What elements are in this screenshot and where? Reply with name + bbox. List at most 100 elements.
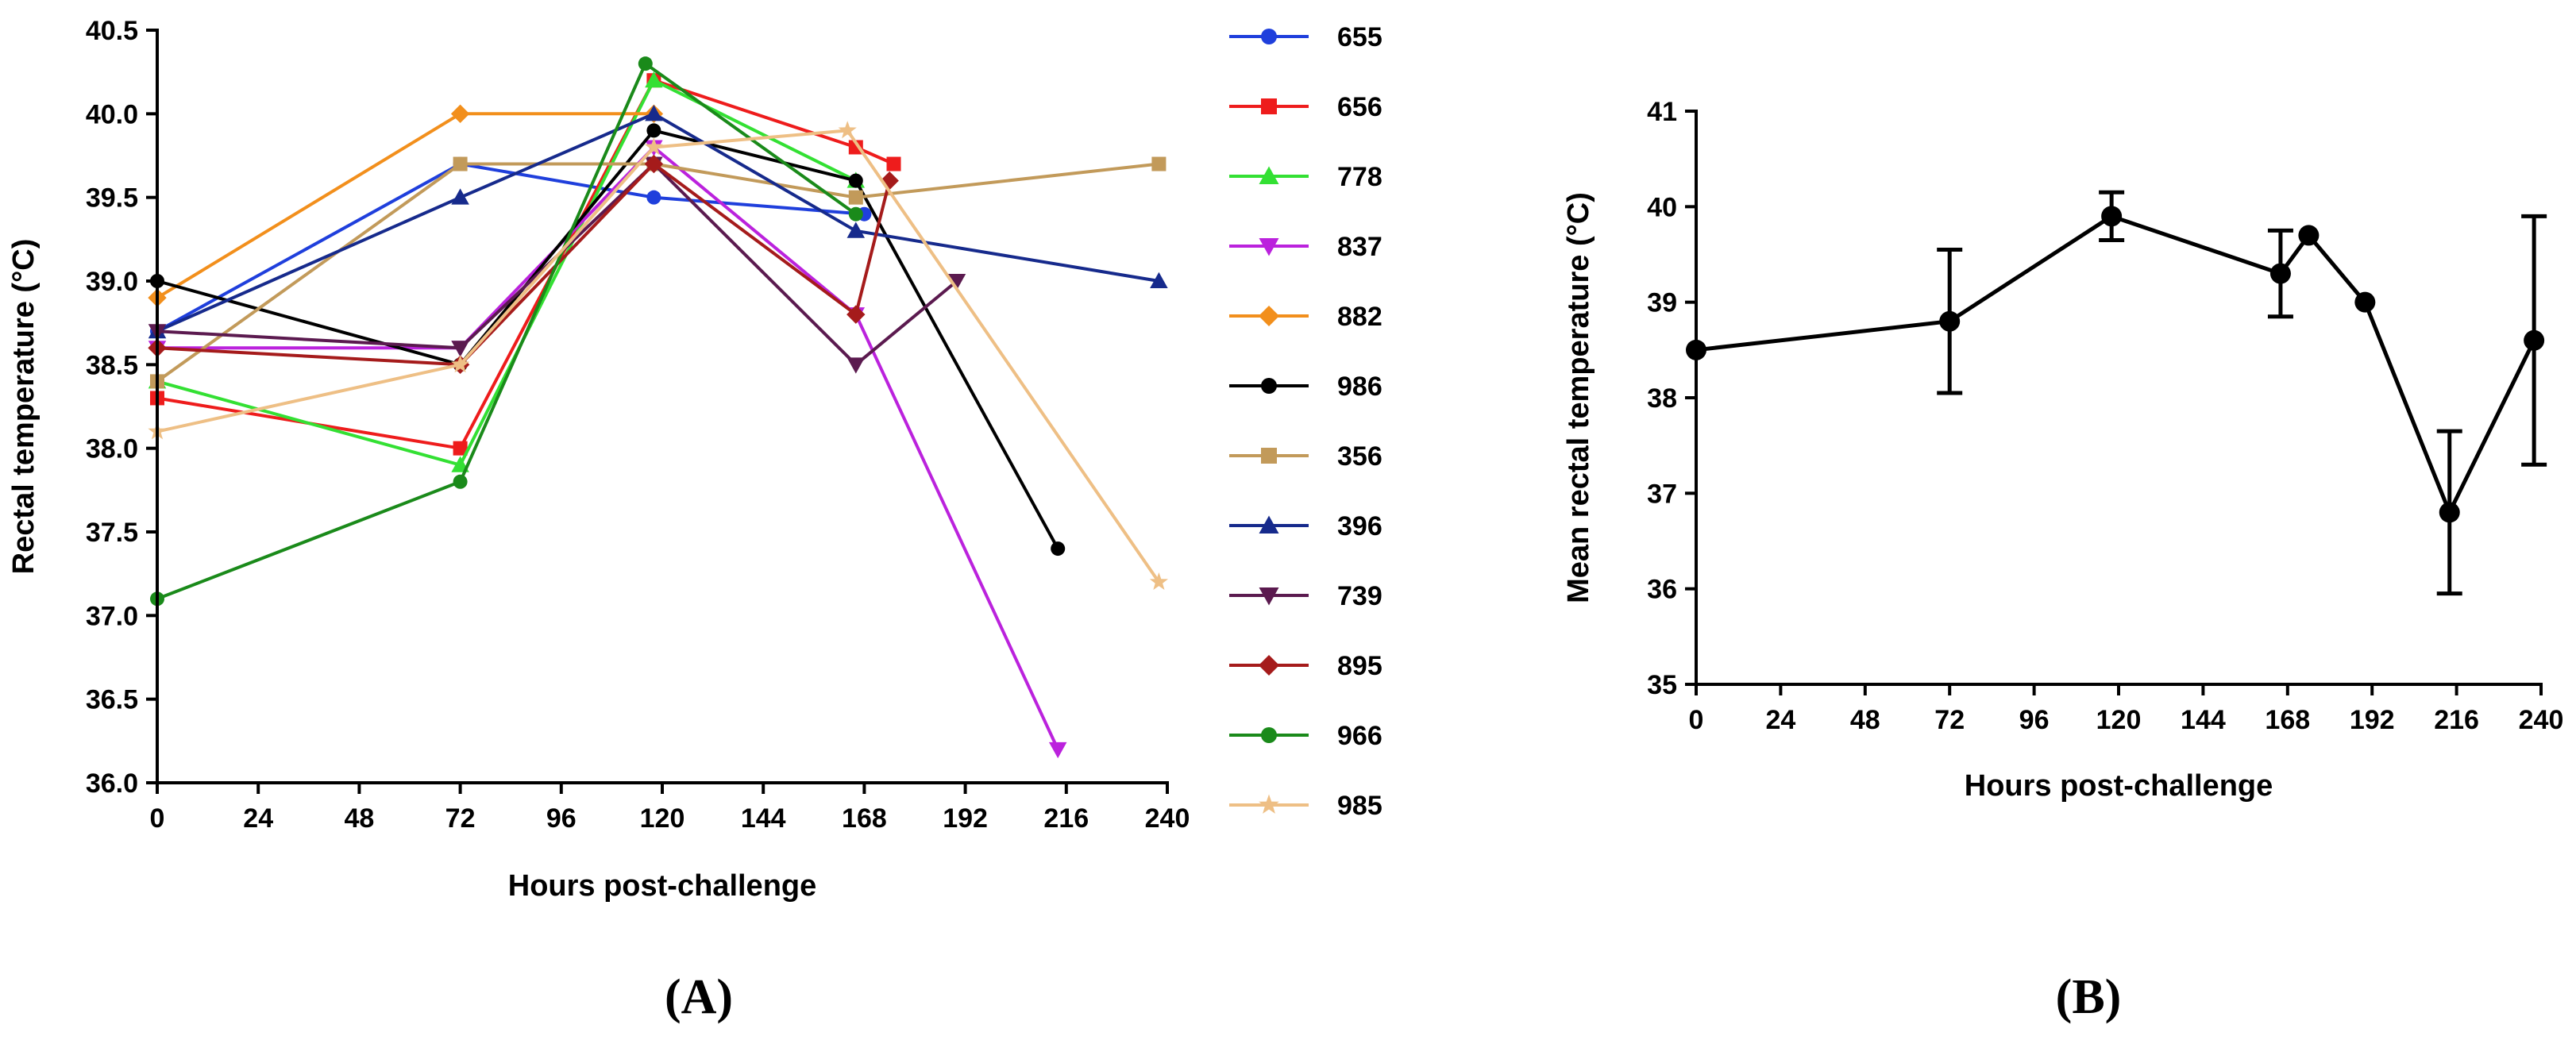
- legend-marker: [1261, 727, 1277, 743]
- a-y-tick-label: 40.5: [86, 16, 138, 46]
- b-y-tick-label: 38: [1647, 383, 1677, 414]
- panel-a-series-group: [148, 56, 1168, 759]
- series-739-point: [451, 341, 469, 357]
- series-mean-line: [1695, 214, 2536, 514]
- legend-marker: [1261, 98, 1277, 114]
- series-396-point: [846, 221, 866, 238]
- legend-item-356: 356: [1229, 441, 1382, 472]
- legend-item-986: 986: [1229, 372, 1382, 402]
- a-x-tick-label: 240: [1145, 803, 1190, 834]
- b-x-tick-label: 0: [1689, 705, 1704, 735]
- legend-marker: [1259, 306, 1279, 326]
- a-y-tick-label: 36.5: [86, 685, 138, 715]
- series-656-point: [886, 156, 901, 171]
- b-x-tick-label: 120: [2096, 705, 2142, 735]
- a-x-tick-label: 0: [150, 803, 165, 834]
- b-y-tick-label: 39: [1647, 288, 1677, 318]
- series-882-line: [156, 112, 654, 299]
- b-y-tick-label: 37: [1647, 479, 1677, 509]
- series-mean-point: [1939, 310, 1961, 332]
- series-mean-point: [2439, 502, 2460, 523]
- series-mean-point: [2269, 263, 2291, 284]
- series-356-point: [848, 190, 863, 205]
- legend-marker: [1259, 238, 1279, 256]
- series-739-point: [947, 274, 966, 291]
- b-x-tick-label: 216: [2434, 705, 2479, 735]
- b-x-tick-label: 240: [2519, 705, 2564, 735]
- series-396-point: [1150, 272, 1168, 288]
- series-985-point: [451, 355, 470, 373]
- panel-a-x-axis-title: Hours post-challenge: [508, 869, 817, 903]
- legend-label-837: 837: [1337, 232, 1382, 262]
- series-966-point: [638, 56, 653, 71]
- legend-item-882: 882: [1229, 302, 1382, 332]
- a-x-tick-label: 96: [546, 803, 577, 834]
- series-985-point: [1149, 572, 1168, 590]
- series-895-point: [846, 305, 866, 324]
- a-y-tick-label: 37.0: [86, 601, 138, 631]
- series-966-line: [156, 62, 857, 601]
- series-986-point: [646, 123, 661, 138]
- a-y-tick-label: 38.0: [86, 434, 138, 464]
- series-882-point: [450, 104, 470, 124]
- b-y-tick-label: 35: [1647, 670, 1677, 700]
- panel-b-x-axis-title: Hours post-challenge: [1965, 769, 2273, 803]
- panel-b-label: (B): [2056, 970, 2122, 1024]
- legend-item-778: 778: [1229, 162, 1382, 192]
- series-986-point: [1051, 541, 1066, 557]
- panel-a-y-axis-title: Rectal temperature (°C): [7, 239, 40, 575]
- panel-b-x-axis: 0 24 48 72 96 120 144 168 192 216 240: [1689, 684, 2564, 735]
- a-x-tick-label: 168: [842, 803, 887, 834]
- series-396: [148, 105, 1168, 339]
- series-656-point: [453, 441, 468, 456]
- a-x-tick-label: 120: [640, 803, 685, 834]
- legend-item-656: 656: [1229, 92, 1382, 122]
- a-x-tick-label: 48: [344, 803, 374, 834]
- panel-b-series-group: [1686, 190, 2547, 596]
- legend-item-837: 837: [1229, 232, 1382, 262]
- a-x-tick-label: 72: [445, 803, 476, 834]
- series-985-point: [838, 121, 857, 139]
- legend-label-656: 656: [1337, 92, 1382, 122]
- series-882: [148, 104, 664, 307]
- series-837: [148, 140, 1067, 759]
- a-x-tick-label: 144: [741, 803, 786, 834]
- series-mean: [1686, 190, 2547, 596]
- series-mean-point: [2101, 206, 2123, 227]
- series-778-point: [645, 71, 663, 88]
- series-656-point: [848, 140, 863, 155]
- b-x-tick-label: 72: [1934, 705, 1965, 735]
- series-mean-point: [2298, 225, 2320, 246]
- a-y-tick-label: 39.0: [86, 267, 138, 297]
- legend-marker: [1259, 587, 1279, 606]
- series-986-point: [848, 173, 863, 188]
- series-655-point: [646, 190, 661, 205]
- panel-b-y-axis: 35 36 37 38 39 40 41: [1647, 97, 1696, 700]
- series-396-point: [451, 188, 469, 205]
- series-655-line: [156, 162, 865, 333]
- b-y-tick-label: 41: [1647, 97, 1677, 127]
- b-x-tick-label: 168: [2265, 705, 2310, 735]
- legend-label-895: 895: [1337, 651, 1382, 681]
- a-x-tick-label: 216: [1043, 803, 1089, 834]
- legend-label-985: 985: [1337, 791, 1382, 821]
- series-837-point: [1048, 741, 1067, 759]
- panel-a-legend: 655 656 778 837 882 986 356 396 739 895 966 985: [1229, 22, 1382, 821]
- panel-b-chart: 35 36 37 38 39 40 41 0 24 48 72 96 120 144 168 192 216 2…: [1562, 97, 2563, 1024]
- series-778-line: [156, 79, 857, 467]
- series-895-point: [644, 154, 664, 174]
- legend-label-655: 655: [1337, 22, 1382, 52]
- legend-item-739: 739: [1229, 581, 1382, 611]
- legend-label-966: 966: [1337, 721, 1382, 751]
- b-y-tick-label: 40: [1647, 192, 1677, 222]
- panel-a-label: (A): [665, 970, 733, 1024]
- series-356-point: [1151, 156, 1167, 171]
- a-x-tick-label: 192: [943, 803, 988, 834]
- series-mean-point: [2354, 291, 2376, 313]
- a-y-tick-label: 38.5: [86, 350, 138, 380]
- a-x-tick-label: 24: [243, 803, 273, 834]
- panel-a-chart: 36.0 36.5 37.0 37.5 38.0 38.5 39.0 39.5 40.0 40.5…: [7, 16, 1382, 1024]
- legend-label-356: 356: [1337, 441, 1382, 472]
- legend-marker: [1259, 794, 1279, 814]
